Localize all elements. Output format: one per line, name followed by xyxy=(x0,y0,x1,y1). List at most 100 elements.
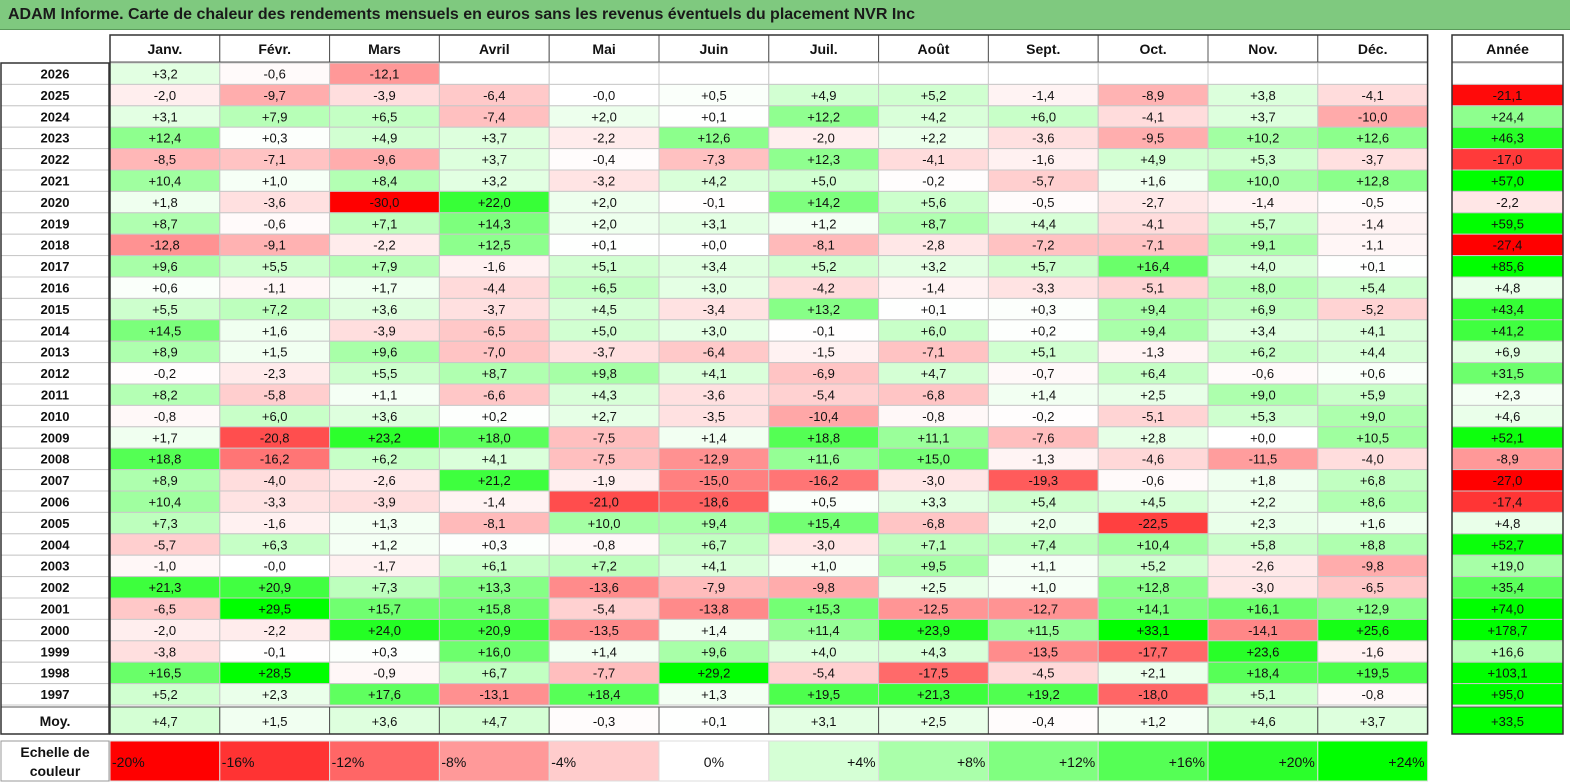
heatmap-cell-value: +5,2 xyxy=(152,687,178,702)
heatmap-cell-value: -4,1 xyxy=(922,152,944,167)
heatmap-cell-value: +20,9 xyxy=(478,623,511,638)
heatmap-cell-value: -7,4 xyxy=(483,109,505,124)
heatmap-cell-value: +5,2 xyxy=(1140,559,1166,574)
heatmap-cell-value: +4,2 xyxy=(701,174,727,189)
scale-step-label: -16% xyxy=(222,754,255,770)
average-cell-value: +2,5 xyxy=(921,714,947,729)
heatmap-cell-value: -18,0 xyxy=(1138,687,1168,702)
scale-swatch xyxy=(1317,740,1429,782)
heatmap-cell-value: +18,4 xyxy=(588,687,621,702)
average-cell-value: +0,1 xyxy=(701,714,727,729)
heatmap-cell-value: -4,0 xyxy=(1361,452,1383,467)
heatmap-cell-value: +2,8 xyxy=(1140,430,1166,445)
heatmap-cell-value: +6,0 xyxy=(262,409,288,424)
year-label: 2004 xyxy=(41,537,71,552)
heatmap-cell-value: -13,6 xyxy=(589,580,619,595)
heatmap-cell-value: -6,5 xyxy=(154,602,176,617)
heatmap-cell-value: +29,5 xyxy=(258,602,291,617)
average-label-cell xyxy=(0,706,110,735)
heatmap-cell-value: -21,0 xyxy=(589,495,619,510)
heatmap-cell-value: -8,9 xyxy=(1142,88,1164,103)
heatmap-cell-value: +1,7 xyxy=(152,430,178,445)
heatmap-cell-value: +1,6 xyxy=(262,323,288,338)
annual-cell-value: -21,1 xyxy=(1493,88,1523,103)
heatmap-cell-value: +4,5 xyxy=(591,302,617,317)
heatmap-cell-value: +4,0 xyxy=(811,644,837,659)
annual-cell-value: -27,0 xyxy=(1493,473,1523,488)
annual-cell-value: +74,0 xyxy=(1491,602,1524,617)
heatmap-cell-value: +4,0 xyxy=(1250,259,1276,274)
heatmap-cell-value: +10,4 xyxy=(1137,537,1170,552)
heatmap-cell-value: +14,3 xyxy=(478,216,511,231)
heatmap-cell-value: -9,8 xyxy=(1361,559,1383,574)
average-cell-value: +3,6 xyxy=(372,714,398,729)
heatmap-cell-value: -3,7 xyxy=(483,302,505,317)
heatmap-cell-value: +6,2 xyxy=(372,452,398,467)
average-cell-value: +4,7 xyxy=(481,714,507,729)
heatmap-cell-value: +5,4 xyxy=(1360,281,1386,296)
year-label: 2015 xyxy=(41,302,70,317)
heatmap-cell-value: -7,1 xyxy=(1142,238,1164,253)
heatmap-cell-value: -9,6 xyxy=(373,152,395,167)
heatmap-cell-value: +1,2 xyxy=(811,216,837,231)
year-label: 2024 xyxy=(41,109,71,124)
heatmap-cell-value: -1,4 xyxy=(1032,88,1054,103)
year-label: 2019 xyxy=(41,216,70,231)
annual-cell-value: +46,3 xyxy=(1491,131,1524,146)
heatmap-cell-value: +16,5 xyxy=(148,666,181,681)
heatmap-cell-value: +9,6 xyxy=(152,259,178,274)
heatmap-cell-value: +11,6 xyxy=(808,452,840,467)
month-header-cell xyxy=(768,34,880,63)
month-header-label: Mars xyxy=(368,41,401,57)
heatmap-cell-value: +3,7 xyxy=(481,152,507,167)
heatmap-cell-value: +6,4 xyxy=(1140,366,1166,381)
annual-cell-value: +59,5 xyxy=(1491,216,1524,231)
heatmap-cell-value: +3,8 xyxy=(1250,88,1276,103)
heatmap-cell-value: +12,6 xyxy=(697,131,730,146)
heatmap-cell-value: +5,1 xyxy=(1250,687,1276,702)
heatmap-cell-value: +7,9 xyxy=(262,109,288,124)
month-header-label: Janv. xyxy=(148,41,183,57)
year-label: 2010 xyxy=(41,409,70,424)
heatmap-cell-value: -3,7 xyxy=(1361,152,1383,167)
heatmap-cell-value: -16,2 xyxy=(809,473,839,488)
heatmap-cell-value: +9,5 xyxy=(921,559,947,574)
heatmap-cell-value: +8,2 xyxy=(152,388,178,403)
heatmap-cell-value: +3,7 xyxy=(1250,109,1276,124)
heatmap-cell-value: -3,0 xyxy=(812,537,834,552)
heatmap-cell-value: +23,6 xyxy=(1246,644,1279,659)
year-label: 2011 xyxy=(41,388,69,403)
year-label: 2022 xyxy=(41,152,70,167)
heatmap-cell-value: +2,3 xyxy=(262,687,288,702)
heatmap-cell-value: +7,1 xyxy=(372,216,398,231)
heatmap-cell-value: -7,2 xyxy=(1032,238,1054,253)
heatmap-cell-value: -12,5 xyxy=(919,602,949,617)
heatmap-cell-value: -3,4 xyxy=(703,302,725,317)
heatmap-cell-value: -7,3 xyxy=(703,152,725,167)
heatmap-cell-value: -2,0 xyxy=(812,131,834,146)
year-label: 2005 xyxy=(41,516,70,531)
heatmap-cell-value: +8,7 xyxy=(152,216,178,231)
heatmap-cell-value: -12,8 xyxy=(150,238,180,253)
year-label: 2012 xyxy=(41,366,70,381)
heatmap-cell-value: +2,7 xyxy=(591,409,617,424)
heatmap-cell-value: +8,4 xyxy=(372,174,398,189)
month-header-label: Juil. xyxy=(810,41,838,57)
heatmap-cell-value: -0,5 xyxy=(1032,195,1054,210)
heatmap-cell-value: +9,4 xyxy=(1140,323,1166,338)
heatmap-cell-value: -7,1 xyxy=(263,152,285,167)
heatmap-cell-value: +3,2 xyxy=(921,259,947,274)
heatmap-cell-value: +1,3 xyxy=(372,516,398,531)
heatmap-cell-value: -30,0 xyxy=(370,195,400,210)
heatmap-cell-value: -3,9 xyxy=(373,495,395,510)
average-cell-value: +4,6 xyxy=(1250,714,1276,729)
heatmap-cell-value: +18,0 xyxy=(478,430,511,445)
month-header-label: Déc. xyxy=(1358,41,1388,57)
heatmap-cell-value: +0,2 xyxy=(1030,323,1056,338)
heatmap-cell-value: -0,1 xyxy=(812,323,834,338)
heatmap-cell-value: +4,9 xyxy=(811,88,837,103)
heatmap-cell-value: +0,1 xyxy=(921,302,947,317)
heatmap-cell-value: +0,0 xyxy=(1250,430,1276,445)
heatmap-cell-value: -7,7 xyxy=(593,666,615,681)
annual-cell-value: -17,0 xyxy=(1493,152,1523,167)
